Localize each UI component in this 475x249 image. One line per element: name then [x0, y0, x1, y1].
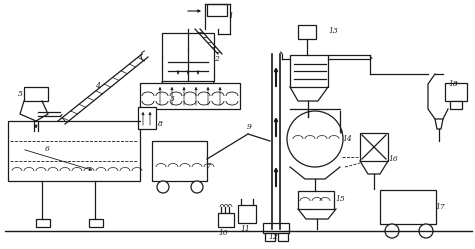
Circle shape — [191, 181, 203, 193]
Bar — [140, 83, 240, 109]
Bar — [8, 121, 140, 181]
Text: 16: 16 — [388, 155, 398, 163]
Text: 14: 14 — [342, 135, 352, 143]
Bar — [162, 33, 214, 81]
Bar — [218, 213, 234, 227]
Bar — [360, 133, 388, 161]
Bar — [207, 4, 227, 16]
Bar — [290, 55, 328, 87]
Bar — [36, 219, 50, 227]
Circle shape — [385, 224, 399, 238]
Text: 3: 3 — [170, 95, 175, 103]
Circle shape — [287, 111, 343, 167]
Bar — [450, 101, 462, 109]
Text: 10: 10 — [218, 229, 228, 237]
Circle shape — [157, 181, 169, 193]
Text: 8: 8 — [158, 120, 163, 128]
Bar — [265, 233, 275, 241]
Text: 17: 17 — [435, 203, 445, 211]
Bar — [445, 83, 467, 101]
Text: 4: 4 — [95, 82, 100, 90]
Text: 12: 12 — [268, 233, 278, 241]
Text: 6: 6 — [45, 145, 50, 153]
Bar — [138, 107, 156, 129]
Text: 2: 2 — [214, 55, 219, 63]
Bar — [263, 223, 289, 233]
Text: 15: 15 — [335, 195, 345, 203]
Bar — [89, 219, 103, 227]
Bar — [298, 191, 334, 209]
Bar — [24, 87, 48, 101]
Text: 13: 13 — [328, 27, 338, 35]
Text: 5: 5 — [18, 90, 23, 98]
Bar — [298, 25, 316, 39]
Text: 1: 1 — [228, 12, 233, 20]
Bar — [152, 141, 207, 181]
Circle shape — [419, 224, 433, 238]
Text: 9: 9 — [247, 123, 252, 131]
Bar — [238, 205, 256, 223]
Text: 7: 7 — [205, 163, 210, 171]
Bar — [278, 233, 288, 241]
Bar — [380, 190, 436, 224]
Text: 11: 11 — [240, 225, 250, 233]
Text: 18: 18 — [448, 80, 458, 88]
